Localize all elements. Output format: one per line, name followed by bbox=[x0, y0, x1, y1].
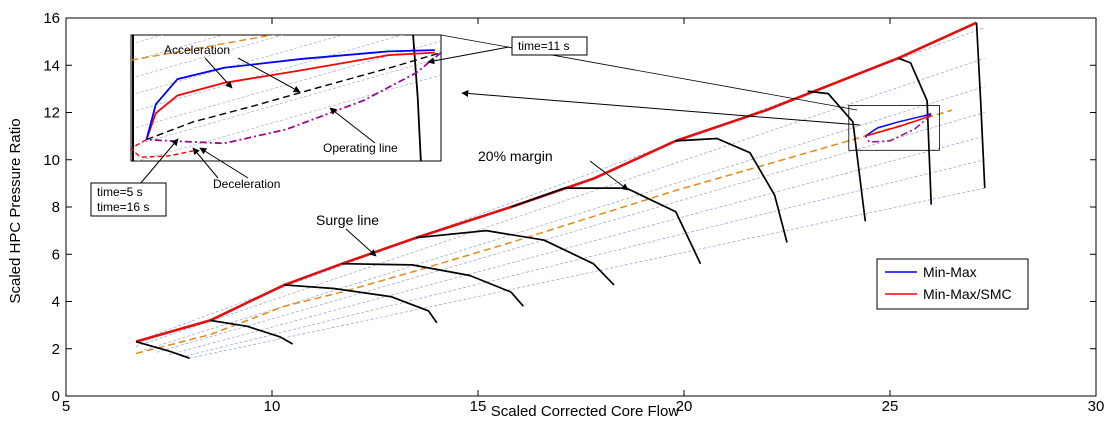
legend-label-min-max: Min-Max bbox=[923, 264, 977, 280]
series-speed-line-10 bbox=[897, 57, 933, 205]
annotation-box-time-5-16 bbox=[90, 182, 167, 217]
constant-line-1 bbox=[135, 57, 985, 347]
legend-label-min-max-smc: Min-Max/SMC bbox=[923, 286, 1012, 302]
x-tick-label-1: 10 bbox=[264, 398, 281, 415]
x-tick-label-0: 5 bbox=[62, 398, 70, 415]
annotation-arrow-0 bbox=[204, 57, 233, 89]
annotation-acceleration: Acceleration bbox=[164, 43, 230, 57]
series-speed-line-8 bbox=[675, 137, 788, 243]
y-tick-label-1: 2 bbox=[52, 341, 60, 358]
inset-content bbox=[131, 35, 441, 161]
inset-series-blue bbox=[145, 49, 435, 140]
inset-speed-line-right bbox=[412, 35, 422, 161]
annotation-time-5: time=5 s bbox=[97, 185, 143, 199]
annotation-time-11: time=11 s bbox=[518, 39, 569, 53]
y-tick-label-3: 6 bbox=[52, 246, 60, 263]
inset-constant-line-2 bbox=[131, 40, 441, 130]
legend: Min-Max Min-Max/SMC bbox=[876, 258, 1029, 310]
series-speed-line-6 bbox=[416, 229, 615, 286]
plot-layer bbox=[135, 21, 986, 360]
constant-line-4 bbox=[168, 135, 985, 355]
y-tick-label-8: 16 bbox=[43, 10, 60, 27]
series-min-max-smc-13 bbox=[865, 114, 932, 137]
x-axis-label: Scaled Corrected Core Flow bbox=[491, 403, 680, 419]
inset-constant-line-1 bbox=[131, 57, 441, 147]
y-tick-label-7: 14 bbox=[43, 57, 60, 74]
annotation-box-time-11 bbox=[511, 36, 588, 56]
series-deceleration-14 bbox=[864, 114, 932, 143]
x-tick-label-3: 20 bbox=[676, 398, 693, 415]
inset-constant-line-4 bbox=[131, 35, 344, 96]
annotation-arrow-8 bbox=[345, 228, 377, 257]
annotation-arrow-7 bbox=[589, 160, 629, 191]
x-tick-label-2: 15 bbox=[470, 398, 487, 415]
annotation-arrow-9 bbox=[461, 90, 861, 126]
annotation-arrow-6 bbox=[139, 138, 179, 185]
annotation-arrow-1 bbox=[237, 57, 301, 93]
y-axis-label: Scaled HPC Pressure Ratio bbox=[7, 118, 24, 303]
y-tick-label-0: 0 bbox=[52, 388, 60, 405]
annotation-surge-line: Surge line bbox=[316, 212, 379, 228]
annotation-deceleration: Deceleration bbox=[213, 177, 280, 191]
series-speed-line-9 bbox=[807, 90, 867, 222]
x-tick-label-4: 25 bbox=[882, 398, 899, 415]
annotation-arrow-4 bbox=[192, 147, 219, 179]
series-speed-line-4 bbox=[284, 284, 438, 324]
series-min-max-12 bbox=[864, 112, 932, 137]
x-tick-label-5: 30 bbox=[1088, 398, 1105, 415]
frame-layer: 5 10 15 20 25 30 0 2 4 6 8 10 12 14 16 bbox=[43, 10, 1104, 415]
annotation-time-16: time=16 s bbox=[97, 200, 149, 214]
inset-constant-line-3 bbox=[131, 35, 404, 113]
y-tick-label-5: 10 bbox=[43, 152, 60, 169]
series-speed-line-3 bbox=[210, 319, 294, 345]
series-speed-line-5 bbox=[342, 262, 524, 307]
constant-line-3 bbox=[156, 112, 985, 353]
annotations: Acceleration time=11 s Operating line De… bbox=[90, 36, 588, 228]
zoom-connector-line bbox=[440, 34, 858, 111]
y-tick-label-2: 4 bbox=[52, 294, 60, 311]
inset-series-red bbox=[145, 51, 435, 140]
series-speed-line-2 bbox=[135, 340, 190, 360]
y-tick-label-4: 8 bbox=[52, 199, 60, 216]
constant-line-5 bbox=[181, 159, 985, 358]
y-tick-label-6: 12 bbox=[43, 105, 60, 122]
annotation-arrow-3 bbox=[329, 107, 376, 144]
annotation-arrow-2 bbox=[427, 46, 510, 65]
annotation-20-margin: 20% margin bbox=[478, 148, 553, 164]
series-operating-line-1 bbox=[135, 109, 953, 355]
series-speed-line-11 bbox=[975, 22, 986, 189]
legend-box bbox=[876, 258, 1029, 310]
zoom-source-box bbox=[848, 105, 940, 151]
inset-series-purple bbox=[146, 51, 441, 145]
inset-series-red-loop bbox=[131, 138, 194, 158]
annotation-operating-line: Operating line bbox=[323, 141, 398, 155]
inset-series-black-dashed bbox=[146, 51, 441, 141]
constant-line-6 bbox=[189, 187, 985, 359]
inset-constant-line-0 bbox=[136, 74, 441, 161]
inset-layer bbox=[130, 34, 442, 162]
annotation-arrow-5 bbox=[199, 147, 249, 179]
